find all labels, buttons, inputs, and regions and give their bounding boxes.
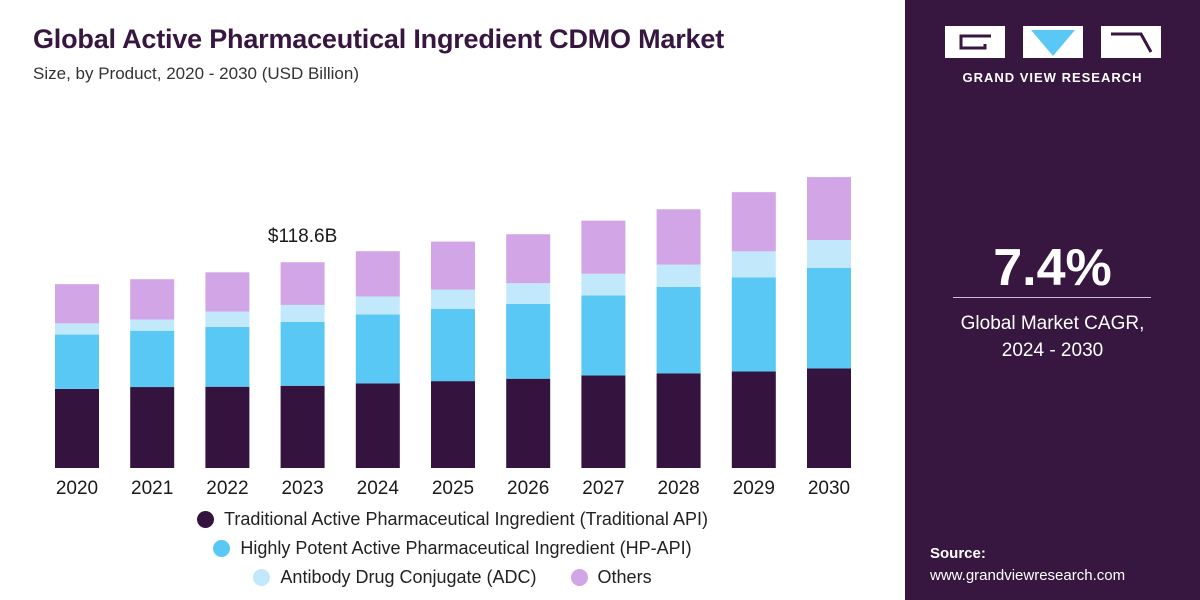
legend-item: Others	[570, 567, 652, 588]
x-tick-label: 2021	[131, 478, 173, 499]
bar-segment-adc-2026	[506, 283, 551, 304]
cagr-label-line2: 2024 - 2030	[1001, 340, 1104, 361]
bar-segment-traditional-2020	[55, 388, 99, 468]
bar-segment-traditional-2026	[506, 378, 551, 468]
bar-segment-traditional-2021	[130, 387, 175, 468]
bar-segment-others-2029	[731, 192, 776, 252]
bar-segment-adc-2020	[55, 323, 99, 335]
bar-segment-adc-2029	[731, 251, 776, 278]
bar-segment-others-2025	[431, 241, 475, 290]
bar-segment-hpapi-2027	[581, 295, 626, 376]
cagr-label: Global Market CAGR, 2024 - 2030	[905, 310, 1200, 364]
bar-segment-adc-2024	[355, 296, 400, 315]
bar-segment-others-2030	[807, 177, 851, 240]
bar-segment-hpapi-2030	[807, 268, 851, 369]
x-tick-label: 2023	[281, 478, 323, 499]
bar-segment-adc-2030	[807, 240, 851, 268]
legend-label: Highly Potent Active Pharmaceutical Ingr…	[240, 538, 692, 558]
brand-name: GRAND VIEW RESEARCH	[962, 70, 1143, 85]
legend-swatch	[213, 540, 231, 557]
bar-segment-others-2021	[130, 279, 175, 320]
bar-segment-hpapi-2028	[656, 286, 701, 374]
info-sidebar: GRAND VIEW RESEARCH 7.4% Global Market C…	[905, 0, 1200, 600]
bar-segment-traditional-2030	[807, 368, 851, 468]
legend-item: Traditional Active Pharmaceutical Ingred…	[197, 509, 708, 530]
bar-segment-others-2026	[506, 234, 551, 284]
grand-view-research-logo	[945, 26, 1161, 58]
bar-segment-adc-2028	[656, 264, 701, 287]
bar-segment-traditional-2023	[280, 385, 325, 468]
stacked-bar-chart: 2020 2021 2022 2023 $118.6B 2024 2025 2026 2027 2…	[55, 177, 851, 499]
bar-segment-others-2023	[280, 262, 325, 305]
x-tick-label: 2024	[357, 478, 400, 499]
chart-title: Global Active Pharmaceutical Ingredient …	[33, 24, 724, 54]
bar-segment-traditional-2022	[205, 386, 250, 468]
chart-legend: Traditional Active Pharmaceutical Ingred…	[0, 505, 905, 592]
bar-segment-hpapi-2021	[130, 330, 175, 388]
legend-label: Antibody Drug Conjugate (ADC)	[280, 567, 537, 587]
cagr-label-line1: Global Market CAGR,	[960, 313, 1145, 334]
source-label: Source:	[930, 545, 986, 562]
source-link[interactable]: www.grandviewresearch.com	[930, 567, 1126, 584]
bar-segment-hpapi-2025	[431, 308, 475, 382]
legend-label: Others	[597, 567, 652, 587]
bar-segment-traditional-2029	[731, 371, 776, 468]
bar-segment-hpapi-2024	[355, 314, 400, 384]
bar-segment-adc-2023	[280, 304, 325, 322]
x-tick-label: 2022	[206, 478, 248, 499]
bar-segment-others-2020	[55, 284, 99, 324]
legend-item: Highly Potent Active Pharmaceutical Ingr…	[213, 538, 692, 559]
legend-swatch	[197, 511, 215, 528]
bar-segment-hpapi-2020	[55, 334, 99, 389]
bar-segment-traditional-2027	[581, 375, 626, 468]
legend-row: Traditional Active Pharmaceutical Ingred…	[0, 505, 905, 534]
bar-segment-hpapi-2022	[205, 326, 250, 387]
x-tick-label: 2025	[432, 478, 474, 499]
legend-swatch	[570, 569, 588, 586]
x-tick-label: 2026	[507, 478, 549, 499]
bar-segment-others-2028	[656, 209, 701, 265]
bar-segment-others-2022	[205, 272, 250, 312]
bar-segment-others-2024	[355, 251, 400, 297]
legend-item: Antibody Drug Conjugate (ADC)	[253, 567, 537, 588]
bar-segment-hpapi-2029	[731, 277, 776, 372]
x-tick-label: 2030	[808, 478, 850, 499]
bar-segment-traditional-2025	[431, 381, 475, 468]
x-tick-label: 2020	[56, 478, 98, 499]
bar-total-annotation: $118.6B	[268, 226, 337, 247]
bar-segment-adc-2027	[581, 273, 626, 296]
bar-segment-adc-2022	[205, 311, 250, 327]
cagr-value: 7.4%	[993, 239, 1112, 297]
chart-panel: Global Active Pharmaceutical Ingredient …	[0, 24, 905, 592]
chart-subtitle: Size, by Product, 2020 - 2030 (USD Billi…	[33, 64, 359, 83]
x-tick-label: 2029	[733, 478, 775, 499]
bar-segment-traditional-2028	[656, 373, 701, 468]
x-tick-label: 2028	[657, 478, 699, 499]
legend-label: Traditional Active Pharmaceutical Ingred…	[224, 509, 708, 529]
legend-row: Antibody Drug Conjugate (ADC) Others	[0, 563, 905, 592]
bar-segment-others-2027	[581, 220, 626, 274]
bar-segment-traditional-2024	[355, 383, 400, 468]
bar-segment-adc-2025	[431, 289, 475, 309]
legend-row: Highly Potent Active Pharmaceutical Ingr…	[0, 534, 905, 563]
bar-segment-hpapi-2026	[506, 304, 551, 379]
legend-swatch	[253, 569, 271, 586]
x-tick-label: 2027	[582, 478, 624, 499]
cagr-divider	[953, 297, 1151, 298]
bar-segment-hpapi-2023	[280, 321, 325, 386]
bar-segment-adc-2021	[130, 319, 175, 331]
